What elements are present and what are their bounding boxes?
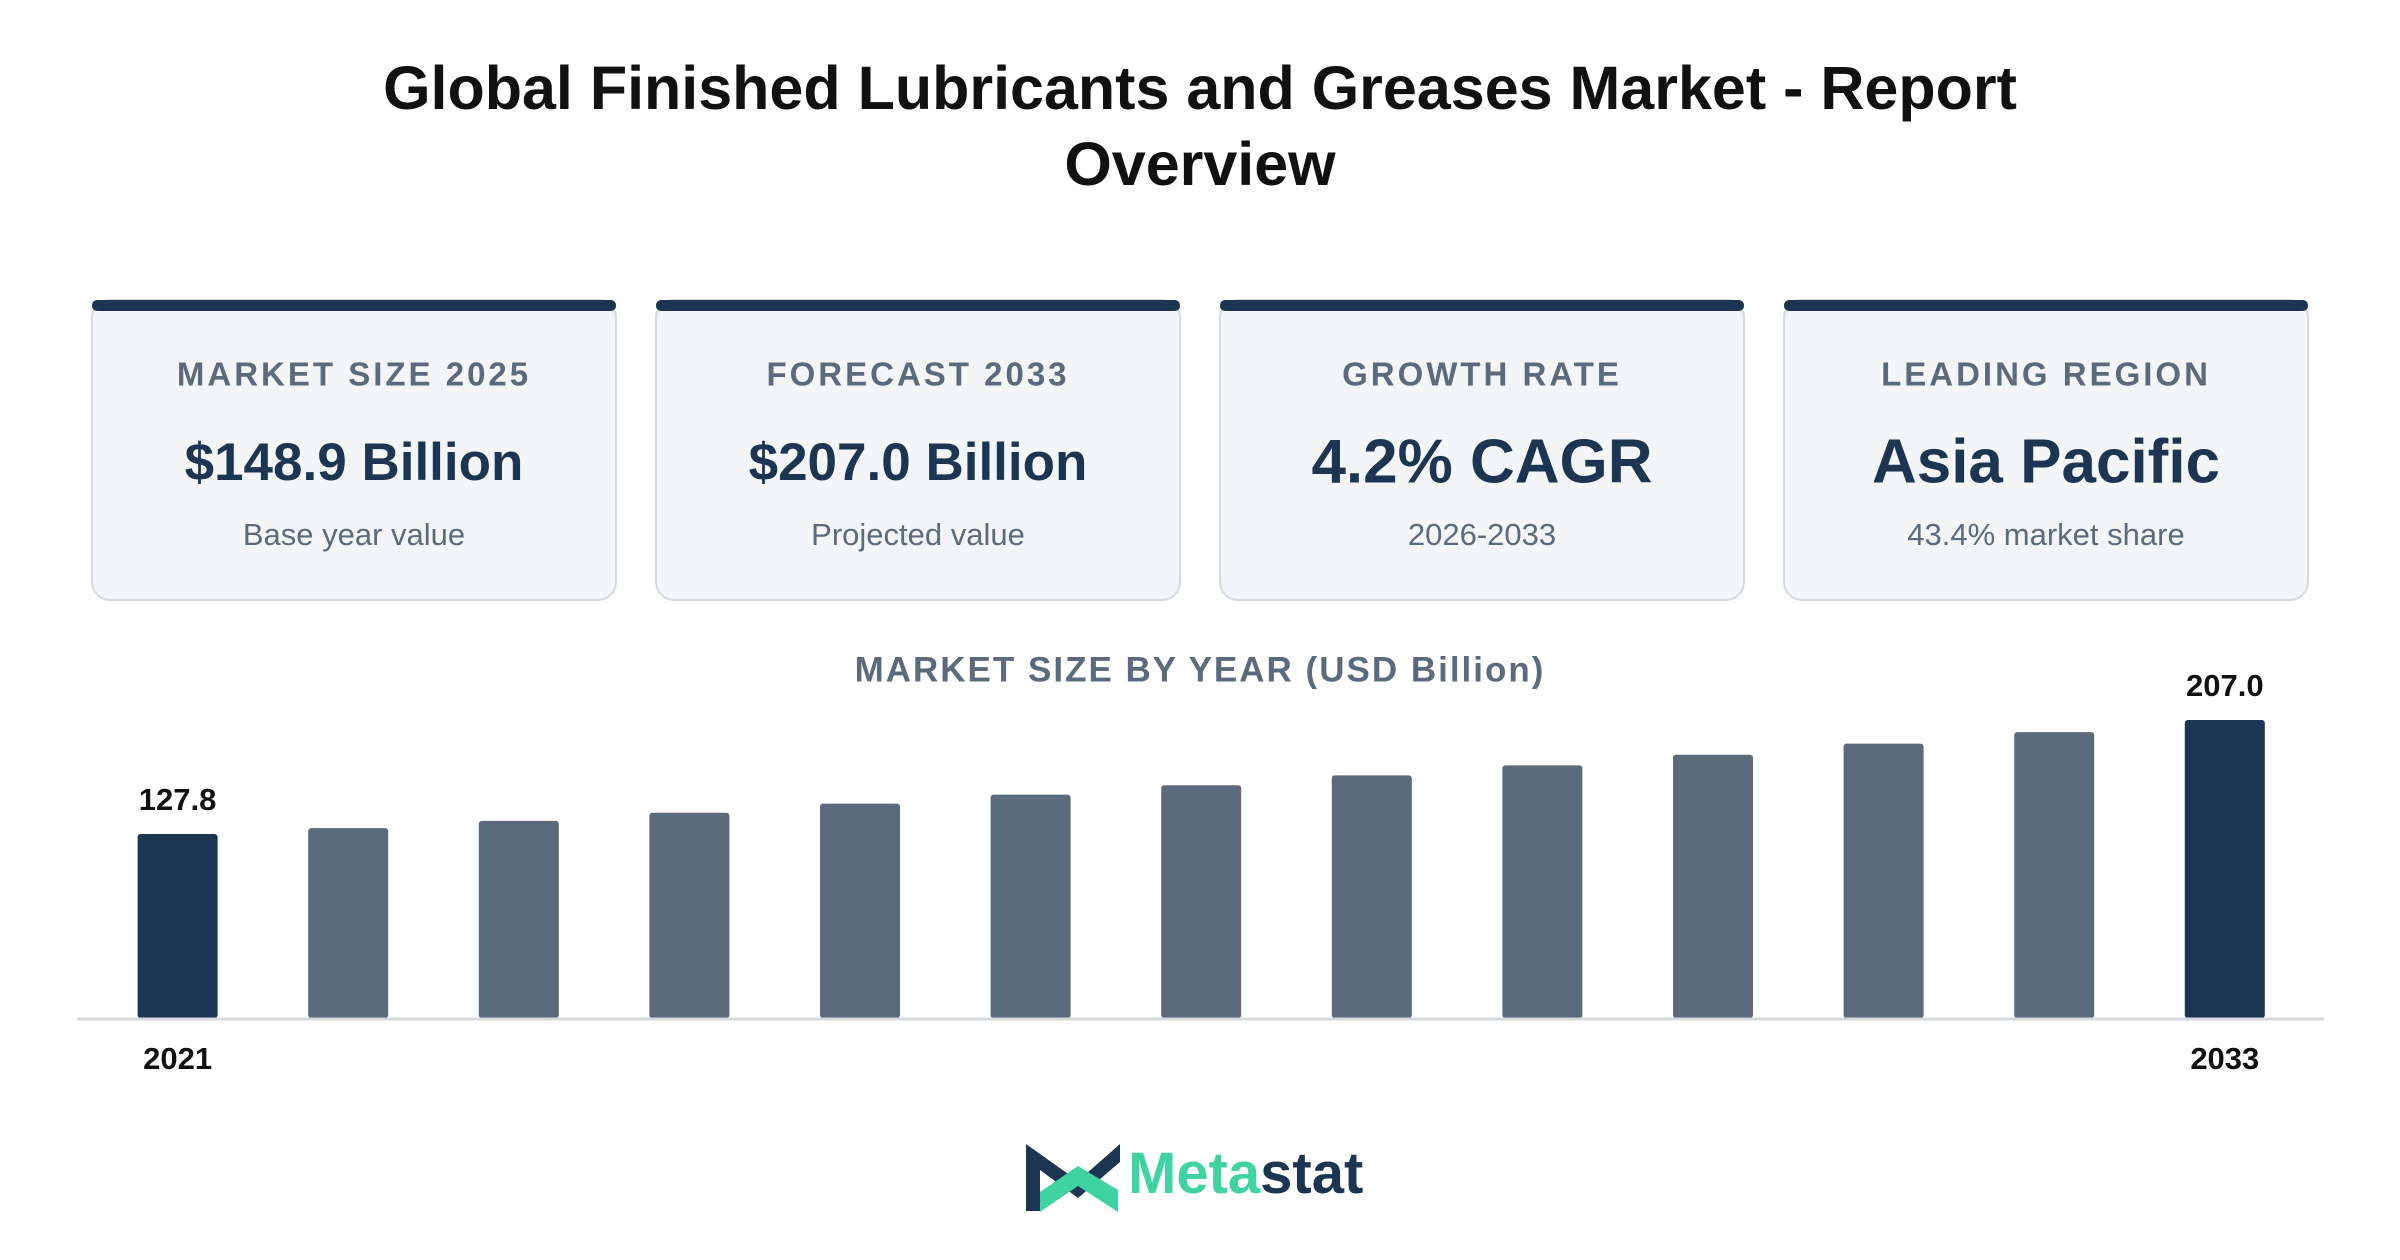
card-value: Asia Pacific (1872, 427, 2220, 496)
bar (1843, 743, 1924, 1018)
bar (1673, 754, 1753, 1018)
chart-title: MARKET SIZE BY YEAR (USD Billion) (855, 650, 1546, 689)
card-label: FORECAST 2033 (766, 356, 1069, 393)
bar (2184, 720, 2265, 1018)
bar (1161, 785, 1242, 1018)
bar (137, 834, 218, 1018)
bar (1331, 775, 1412, 1018)
page-title: Global Finished Lubricants and Greases M… (383, 54, 2017, 198)
card-value: 4.2% CAGR (1311, 427, 1652, 496)
card-note: 2026-2033 (1408, 517, 1556, 552)
bar (2014, 732, 2095, 1018)
bar (649, 812, 730, 1018)
bar (990, 794, 1071, 1018)
card-accent (92, 300, 616, 311)
card-accent (1784, 300, 2308, 311)
logo-text: Metastat (1128, 1141, 1363, 1206)
card-note: Base year value (243, 517, 465, 552)
card-accent (1220, 300, 1744, 311)
logo-text-part: stat (1260, 1141, 1363, 1206)
x-tick-label: 2021 (143, 1041, 212, 1076)
value-label: 127.8 (139, 782, 217, 817)
card-label: LEADING REGION (1881, 356, 2211, 393)
logo-text-part: Meta (1128, 1141, 1261, 1206)
card-note: Projected value (811, 517, 1025, 552)
bar (1502, 765, 1583, 1018)
x-tick-label: 2033 (2190, 1041, 2259, 1076)
card-value: $207.0 Billion (749, 433, 1088, 492)
logo-icon (1040, 1166, 1118, 1212)
logo: Metastat (1026, 1141, 1363, 1212)
card-note: 43.4% market share (1907, 517, 2184, 552)
value-label: 207.0 (2186, 668, 2264, 703)
card-label: MARKET SIZE 2025 (177, 356, 531, 393)
card-value: $148.9 Billion (185, 433, 524, 492)
bar (308, 828, 389, 1018)
bar (478, 820, 559, 1018)
card-accent (656, 300, 1180, 311)
card-label: GROWTH RATE (1342, 356, 1622, 393)
bar (820, 803, 900, 1018)
